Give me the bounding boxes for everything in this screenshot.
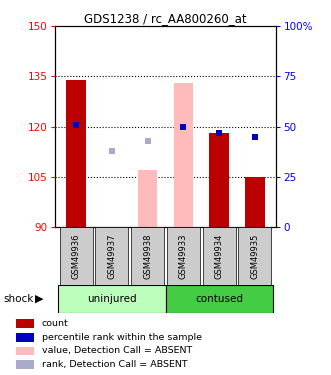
- Title: GDS1238 / rc_AA800260_at: GDS1238 / rc_AA800260_at: [84, 12, 247, 25]
- Bar: [66, 80, 86, 227]
- Text: GSM49935: GSM49935: [251, 233, 260, 279]
- Bar: [203, 227, 236, 285]
- Bar: [16, 320, 34, 328]
- Bar: [167, 227, 200, 285]
- Text: contused: contused: [195, 294, 243, 304]
- Bar: [58, 285, 166, 313]
- Text: percentile rank within the sample: percentile rank within the sample: [42, 333, 202, 342]
- Bar: [166, 285, 273, 313]
- Text: GSM49938: GSM49938: [143, 233, 152, 279]
- Text: uninjured: uninjured: [87, 294, 137, 304]
- Text: GSM49936: GSM49936: [71, 233, 80, 279]
- Text: GSM49934: GSM49934: [215, 233, 224, 279]
- Bar: [209, 133, 229, 227]
- Text: GSM49933: GSM49933: [179, 233, 188, 279]
- Bar: [138, 170, 158, 227]
- Text: count: count: [42, 319, 69, 328]
- Bar: [16, 360, 34, 369]
- Bar: [95, 227, 128, 285]
- Bar: [238, 227, 271, 285]
- Text: rank, Detection Call = ABSENT: rank, Detection Call = ABSENT: [42, 360, 187, 369]
- Text: shock: shock: [3, 294, 34, 304]
- Bar: [16, 346, 34, 355]
- Bar: [131, 227, 164, 285]
- Bar: [245, 177, 265, 227]
- Bar: [60, 227, 93, 285]
- Bar: [16, 333, 34, 342]
- Text: value, Detection Call = ABSENT: value, Detection Call = ABSENT: [42, 346, 192, 355]
- Bar: [173, 83, 193, 227]
- Text: GSM49937: GSM49937: [107, 233, 116, 279]
- Text: ▶: ▶: [35, 294, 43, 304]
